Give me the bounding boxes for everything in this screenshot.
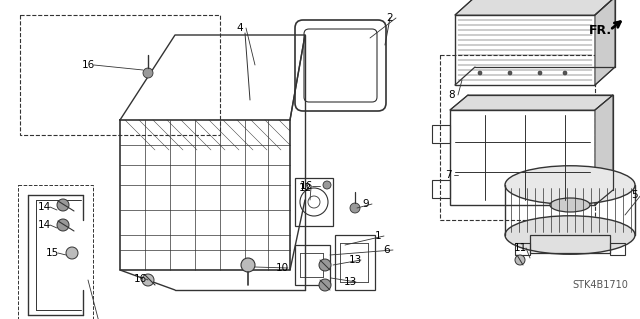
Bar: [335, 235, 375, 290]
Circle shape: [66, 247, 78, 259]
Circle shape: [319, 259, 331, 271]
Bar: [295, 245, 330, 285]
Text: FR.: FR.: [588, 24, 612, 36]
Bar: [515, 243, 530, 255]
Circle shape: [350, 203, 360, 213]
Bar: [18, 185, 93, 319]
Text: 14: 14: [37, 202, 51, 212]
Bar: [432, 125, 450, 143]
Circle shape: [323, 181, 331, 189]
Text: 8: 8: [449, 90, 455, 100]
Circle shape: [538, 71, 542, 75]
Text: 16: 16: [133, 274, 147, 284]
Text: 12: 12: [298, 183, 312, 193]
Text: 10: 10: [275, 263, 289, 273]
Circle shape: [563, 71, 567, 75]
Text: 1: 1: [374, 231, 381, 241]
Text: 13: 13: [344, 277, 356, 287]
Bar: [450, 110, 595, 205]
Text: 15: 15: [45, 248, 59, 258]
Text: 9: 9: [363, 199, 369, 209]
Circle shape: [142, 274, 154, 286]
Text: 7: 7: [445, 170, 451, 180]
Circle shape: [515, 255, 525, 265]
Text: STK4B1710: STK4B1710: [572, 280, 628, 290]
Bar: [530, 235, 610, 253]
Text: 13: 13: [348, 255, 362, 265]
Text: 14: 14: [37, 220, 51, 230]
Bar: [610, 243, 625, 255]
Polygon shape: [595, 95, 613, 205]
Text: 11: 11: [513, 243, 527, 253]
Circle shape: [478, 71, 482, 75]
Text: 16: 16: [81, 60, 95, 70]
Circle shape: [57, 219, 69, 231]
Ellipse shape: [550, 198, 590, 212]
Text: 5: 5: [632, 190, 638, 200]
Bar: [455, 15, 595, 85]
Ellipse shape: [505, 166, 635, 204]
Text: 2: 2: [387, 13, 394, 23]
Circle shape: [508, 71, 512, 75]
Bar: [20, 15, 220, 135]
Text: 6: 6: [384, 245, 390, 255]
Circle shape: [241, 258, 255, 272]
Polygon shape: [455, 0, 615, 15]
Ellipse shape: [505, 216, 635, 254]
Bar: [295, 178, 333, 226]
Text: 4: 4: [237, 23, 243, 33]
Polygon shape: [450, 95, 613, 110]
Bar: [440, 55, 595, 220]
Bar: [432, 180, 450, 198]
Circle shape: [319, 279, 331, 291]
Circle shape: [57, 199, 69, 211]
Text: 16: 16: [300, 181, 312, 191]
Circle shape: [143, 68, 153, 78]
Polygon shape: [595, 0, 615, 85]
